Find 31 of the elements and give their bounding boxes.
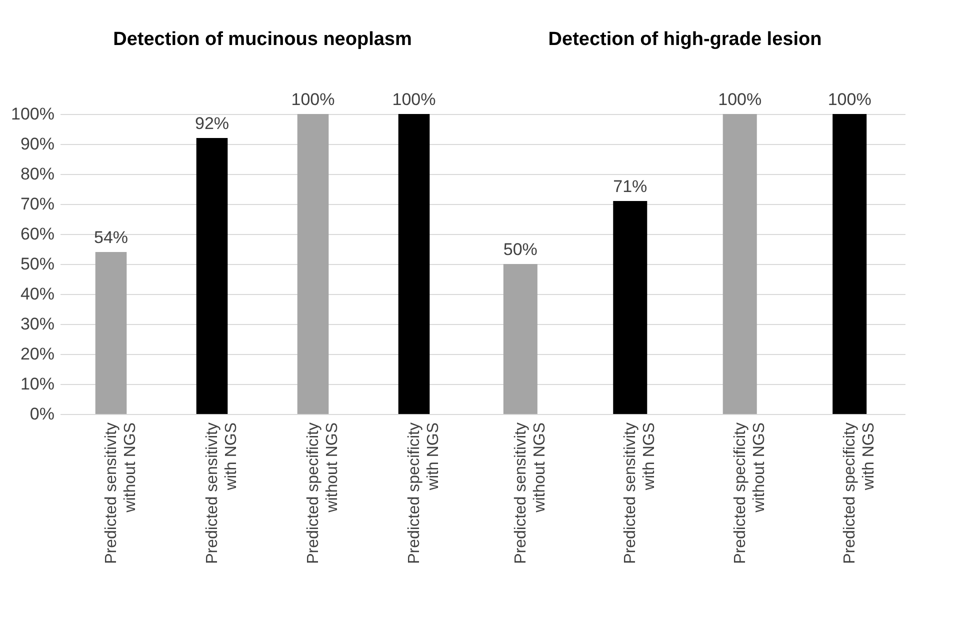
bar bbox=[196, 138, 228, 414]
y-tick-label: 40% bbox=[20, 284, 54, 304]
bar bbox=[398, 114, 430, 414]
x-tick-label: Predicted specificity with NGS bbox=[842, 422, 878, 564]
data-label: 92% bbox=[194, 114, 230, 133]
x-tick-label: Predicted specificity without NGS bbox=[732, 422, 768, 564]
data-label: 100% bbox=[291, 90, 335, 109]
y-tick-label: 10% bbox=[20, 374, 54, 394]
data-label: 100% bbox=[828, 90, 872, 109]
data-label: 100% bbox=[392, 90, 436, 109]
data-label: 54% bbox=[94, 228, 128, 247]
y-tick-label: 50% bbox=[20, 254, 54, 274]
bar bbox=[297, 114, 329, 414]
data-label: 71% bbox=[613, 177, 648, 196]
x-tick-label: Predicted specificity with NGS bbox=[406, 422, 442, 564]
y-tick-label: 60% bbox=[20, 224, 54, 244]
x-tick-label: Predicted sensitivity with NGS bbox=[204, 422, 240, 564]
y-tick-label: 90% bbox=[20, 134, 54, 154]
x-tick-label: Predicted sensitivity with NGS bbox=[622, 422, 658, 564]
y-tick-label: 70% bbox=[20, 194, 54, 214]
y-tick-label: 30% bbox=[20, 314, 54, 334]
data-label: 100% bbox=[718, 90, 762, 109]
bar bbox=[95, 252, 127, 414]
x-tick-label: Predicted sensitivity without NGS bbox=[103, 422, 140, 564]
y-tick-label: 20% bbox=[20, 344, 54, 364]
y-tick-label: 100% bbox=[11, 104, 54, 124]
y-tick-label: 0% bbox=[30, 404, 54, 424]
chart-title: Detection of mucinous neoplasm bbox=[113, 29, 412, 50]
data-label: 50% bbox=[503, 240, 538, 259]
y-tick-label: 80% bbox=[20, 164, 54, 184]
chart-title: Detection of high-grade lesion bbox=[548, 29, 822, 50]
